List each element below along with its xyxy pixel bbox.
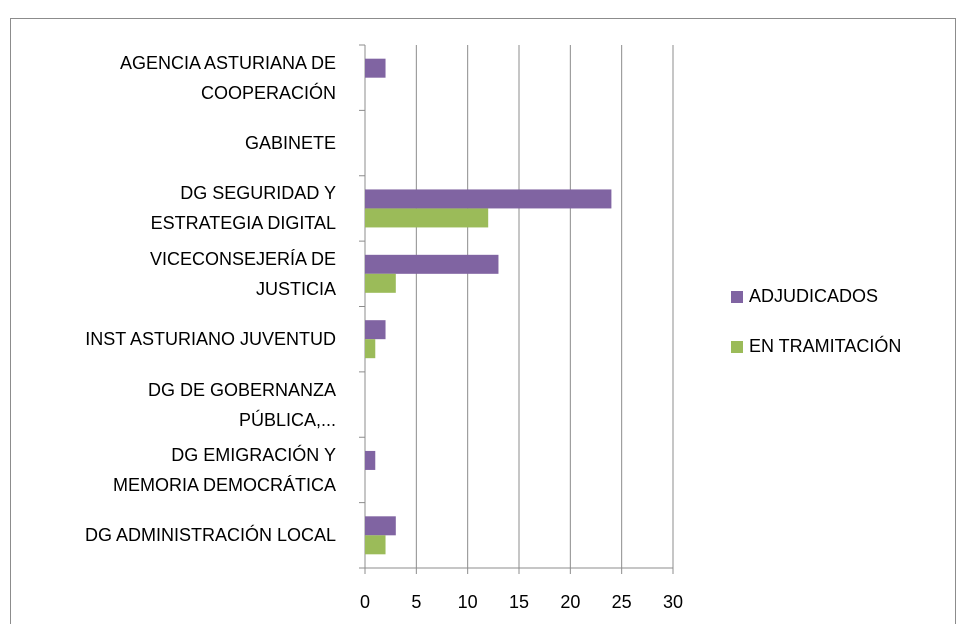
bar (365, 189, 612, 209)
bar (365, 320, 386, 340)
x-tick-label: 15 (509, 592, 529, 612)
bar (365, 58, 386, 78)
category-label: INST ASTURIANO JUVENTUD (85, 329, 336, 350)
chart-frame (10, 18, 956, 624)
bar (365, 450, 376, 470)
category-label: AGENCIA ASTURIANA DE COOPERACIÓN (119, 52, 336, 103)
legend-swatch (731, 341, 743, 353)
x-tick-label: 10 (458, 592, 478, 612)
legend-label: ADJUDICADOS (749, 286, 878, 306)
category-label: DG EMIGRACIÓN Y MEMORIA DEMOCRÁTICA (112, 444, 336, 495)
category-label: VICECONSEJERÍA DE JUSTICIA (149, 248, 336, 299)
category-label: DG SEGURIDAD Y ESTRATEGIA DIGITAL (150, 183, 336, 234)
x-tick-label: 30 (663, 592, 683, 612)
x-tick-label: 20 (560, 592, 580, 612)
bar (365, 339, 376, 359)
bar (365, 273, 396, 293)
category-label: DG ADMINISTRACIÓN LOCAL (84, 525, 336, 546)
x-tick-label: 0 (360, 592, 370, 612)
category-label: DG DE GOBERNANZA PÚBLICA,... (147, 379, 336, 430)
category-label: GABINETE (244, 133, 336, 154)
bar (365, 535, 386, 555)
x-tick-label: 5 (411, 592, 421, 612)
bar (365, 516, 396, 536)
x-tick-label: 25 (612, 592, 632, 612)
legend-swatch (731, 291, 743, 303)
legend-label: EN TRAMITACIÓN (749, 335, 901, 356)
bar (365, 254, 499, 274)
bar (365, 208, 489, 228)
